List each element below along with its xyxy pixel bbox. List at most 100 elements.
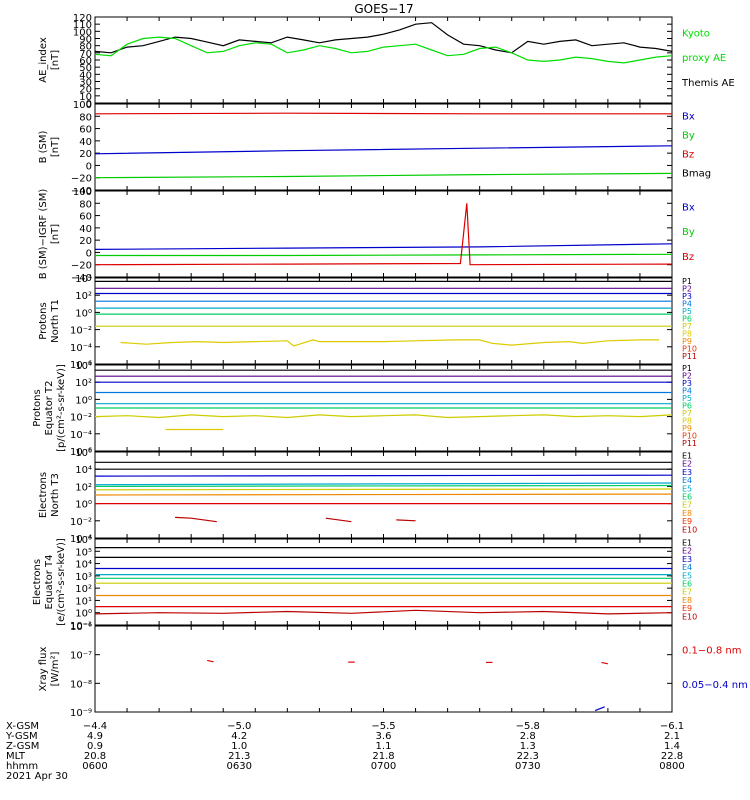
- y-axis-label: North T1: [50, 299, 61, 343]
- legend-entry: E9: [682, 517, 692, 526]
- y-axis-label: [nT]: [50, 50, 61, 70]
- y-tick-label: 10²: [75, 482, 92, 493]
- y-tick-label: 0: [86, 161, 92, 172]
- x-axis-value: 1.1: [376, 741, 392, 752]
- series-line: [175, 516, 217, 523]
- y-tick-label: 100: [73, 187, 92, 198]
- series-line: [94, 609, 673, 615]
- y-tick-label: 10⁰: [75, 500, 92, 511]
- legend-entry: proxy AE: [682, 53, 726, 64]
- y-tick-label: 10³: [75, 572, 92, 583]
- legend-entry: P8: [682, 416, 692, 425]
- y-axis-label: North T3: [50, 473, 61, 517]
- x-axis-annotation: X-GSM −4.4 −5.0 −5.5 −5.8 −6.1 Y-GSM 4.9 4.2 3.6 2…: [5, 721, 685, 782]
- y-tick-label: 90: [79, 35, 92, 46]
- x-axis-value: 22.8: [661, 751, 683, 762]
- y-tick-label: 10⁻⁴: [70, 534, 92, 545]
- series-line: [94, 488, 673, 491]
- legend-entry: E5: [682, 484, 692, 493]
- legend-entry: E9: [682, 604, 692, 613]
- legend-entry: E4: [682, 563, 692, 572]
- y-tick-label: 60: [79, 125, 92, 136]
- series-line: [94, 112, 672, 115]
- series-line: [95, 253, 673, 257]
- legend-entry: P4: [682, 299, 692, 308]
- y-tick-label: 80: [79, 199, 92, 210]
- y-tick-label: −40: [71, 273, 92, 284]
- y-axis-label: [p/(cm²-s-sr-keV)]: [56, 364, 67, 452]
- y-tick-label: 10⁻²: [70, 326, 92, 337]
- y-tick-label: 10⁻¹: [70, 621, 92, 632]
- y-tick-label: 60: [79, 212, 92, 223]
- series-line: [94, 22, 673, 54]
- y-tick-label: 10⁴: [75, 560, 92, 571]
- legend-entry: P8: [682, 329, 692, 338]
- x-axis-value: −5.5: [371, 721, 395, 732]
- x-axis-value: 1.4: [664, 741, 680, 752]
- y-tick-label: 10⁰: [75, 395, 92, 406]
- x-axis-value: 0630: [227, 761, 252, 772]
- legend-entry: Bx: [682, 203, 695, 214]
- legend-entry: P10: [682, 431, 697, 440]
- y-axis-label: Electrons: [32, 559, 43, 605]
- x-axis-value: 0.9: [87, 741, 103, 752]
- legend-entry: E1: [682, 539, 692, 548]
- y-tick-label: 10⁵: [75, 547, 92, 558]
- legend-entry: Bz: [682, 150, 694, 161]
- y-tick-label: 10²: [75, 291, 92, 302]
- x-axis-value: 0730: [515, 761, 540, 772]
- x-axis-value: −4.4: [83, 721, 107, 732]
- y-tick-label: 10⁻⁴: [70, 343, 92, 354]
- legend-entry: E10: [682, 525, 697, 534]
- x-axis-row-label: Z-GSM: [6, 741, 39, 752]
- legend-entry: P9: [682, 337, 692, 346]
- series-line: [207, 659, 214, 663]
- legend-entry: P11: [682, 439, 697, 448]
- y-tick-label: 10⁴: [75, 274, 92, 285]
- panel-frame: [94, 625, 673, 713]
- y-tick-label: 40: [79, 224, 92, 235]
- y-tick-label: 10⁻²: [70, 413, 92, 424]
- x-axis-value: −6.1: [660, 721, 684, 732]
- y-tick-label: 70: [79, 49, 92, 60]
- legend-entry: P3: [682, 292, 692, 301]
- legend-entry: P3: [682, 379, 692, 388]
- y-tick-label: 10⁻⁴: [70, 430, 92, 441]
- legend-entry: P6: [682, 314, 692, 323]
- y-axis-label: B (SM): [38, 130, 49, 163]
- y-tick-label: 20: [79, 85, 92, 96]
- x-axis-value: 21.3: [228, 751, 250, 762]
- y-axis-label: AE_index: [38, 37, 49, 83]
- legend-entry: E6: [682, 580, 692, 589]
- y-tick-label: −20: [71, 174, 92, 185]
- series-line: [94, 172, 673, 179]
- series-line: [94, 482, 673, 486]
- legend-entry: E3: [682, 555, 692, 564]
- legend-entry: E6: [682, 493, 692, 502]
- y-tick-label: 10⁰: [75, 308, 92, 319]
- y-tick-label: 40: [79, 70, 92, 81]
- y-tick-label: 50: [79, 63, 92, 74]
- legend-entry: P1: [682, 364, 692, 373]
- date-label: 2021 Apr 30: [6, 771, 68, 782]
- y-axis-label: Xray flux: [38, 647, 49, 692]
- legend-entry: E7: [682, 588, 692, 597]
- x-axis-value: 0600: [82, 761, 107, 772]
- legend-entry: E3: [682, 468, 692, 477]
- legend-entry: E7: [682, 501, 692, 510]
- panel-xray: 10⁻⁹ 10⁻⁸ 10⁻⁷ 10⁻⁶ Xray flux [W/m²] 0.1−0.8 n…: [38, 622, 748, 719]
- series-line: [94, 145, 673, 155]
- legend-entry: P9: [682, 424, 692, 433]
- y-tick-label: 10⁻⁸: [70, 679, 92, 690]
- series-line: [94, 243, 673, 250]
- y-tick-label: 0: [86, 248, 92, 259]
- legend-entry: By: [682, 130, 695, 141]
- x-axis-row-label: MLT: [6, 751, 26, 762]
- legend-entry: E10: [682, 612, 697, 621]
- legend-entry: P11: [682, 352, 697, 361]
- y-tick-label: 10⁶: [75, 448, 92, 459]
- y-tick-label: 110: [73, 20, 92, 31]
- x-axis-value: 2.1: [664, 731, 680, 742]
